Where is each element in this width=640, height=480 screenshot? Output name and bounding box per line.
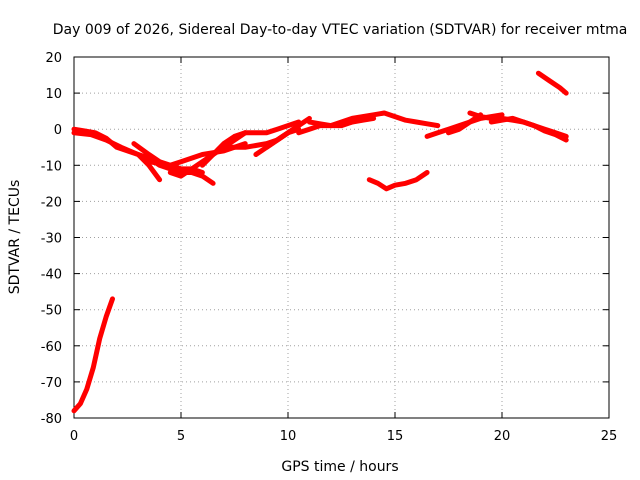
y-tick-label: -10: [41, 159, 62, 174]
x-tick-label: 10: [280, 429, 297, 444]
y-tick-label: -30: [41, 232, 62, 247]
x-tick-label: 15: [387, 429, 404, 444]
series-arc-17: [446, 112, 484, 136]
series-arc-14: [328, 110, 441, 129]
series-arc-19: [488, 115, 569, 143]
series-arc-11: [264, 115, 312, 150]
y-tick-label: -40: [41, 268, 62, 283]
x-tick-label: 5: [177, 429, 185, 444]
series-arc-9: [242, 119, 302, 136]
series-arc-20: [535, 70, 569, 96]
grid: [74, 57, 609, 418]
y-tick-label: 0: [54, 123, 62, 138]
x-tick-label: 25: [601, 429, 618, 444]
x-tick-label: 0: [70, 429, 78, 444]
series-arc-1: [71, 296, 115, 414]
y-tick-label: -60: [41, 340, 62, 355]
y-axis-label: SDTVAR / TECUs: [7, 180, 23, 295]
chart-title: Day 009 of 2026, Sidereal Day-to-day VTE…: [53, 22, 628, 38]
x-tick-label: 20: [494, 429, 511, 444]
y-tick-label: -70: [41, 376, 62, 391]
series-arc-15: [366, 170, 430, 192]
data-series: [71, 70, 569, 414]
y-tick-label: -80: [41, 412, 62, 427]
y-tick-label: 20: [45, 51, 62, 66]
y-tick-label: 10: [45, 87, 62, 102]
x-axis-label: GPS time / hours: [281, 459, 398, 475]
series-arc-7: [199, 130, 248, 168]
axis-ticks: -80 -70 -60 -50 -40 -30 -20 -10 0 10 20 0 5 10 15 20 25: [41, 51, 618, 444]
y-tick-label: -50: [41, 304, 62, 319]
y-tick-label: -20: [41, 195, 62, 210]
series-arc-3: [71, 130, 163, 183]
